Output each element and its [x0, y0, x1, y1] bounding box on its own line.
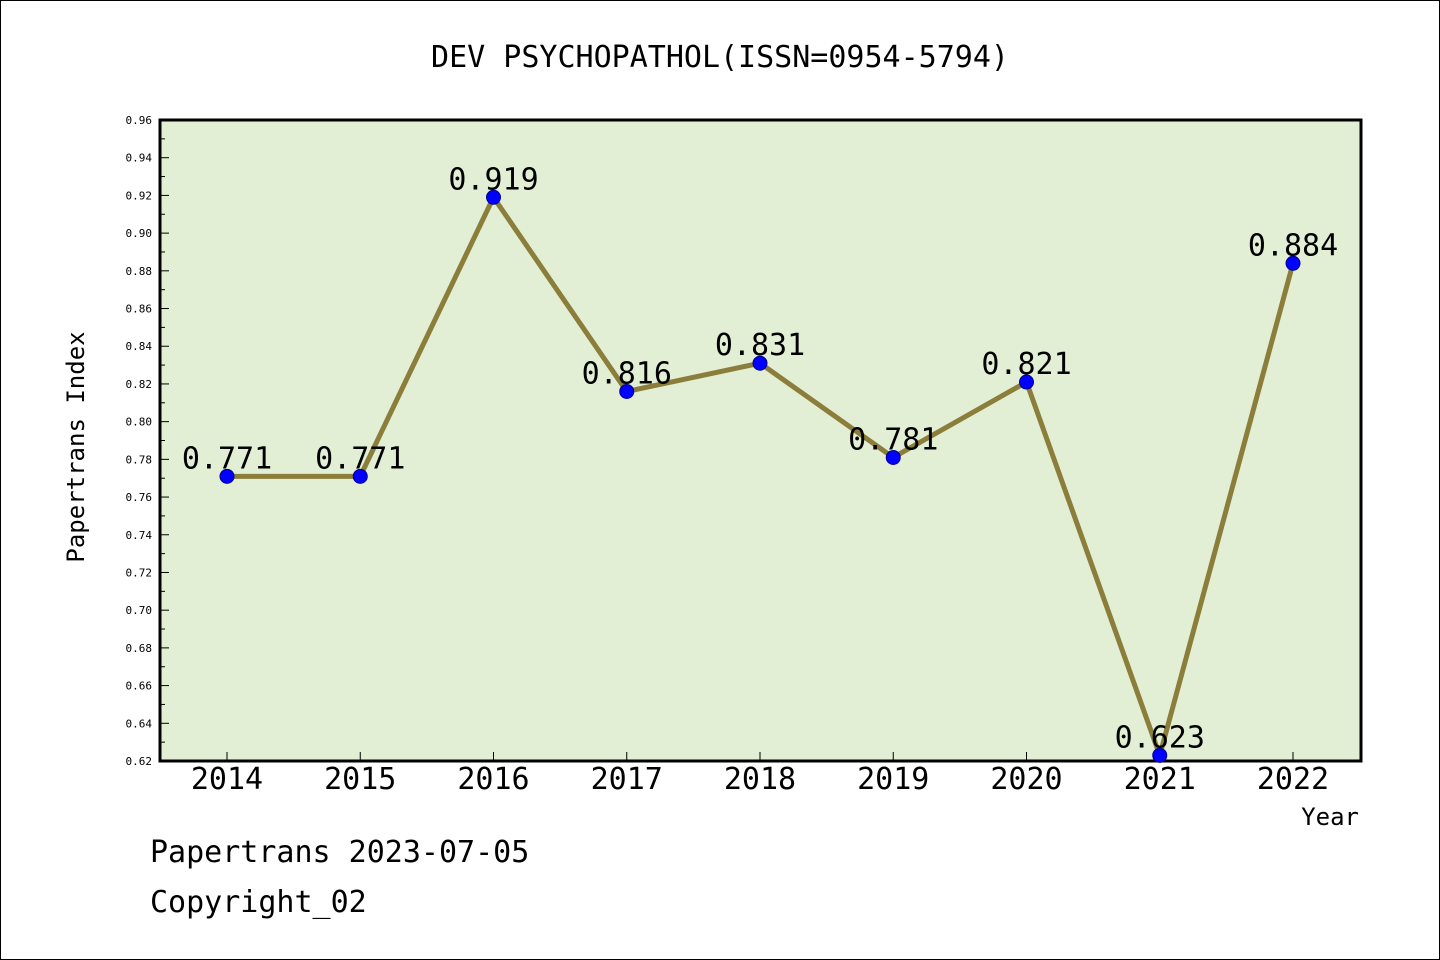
data-point — [885, 449, 901, 465]
footer-copyright: Copyright_02 — [150, 885, 367, 920]
data-point — [619, 383, 635, 399]
y-axis: 0.62 0.64 0.66 0.68 0.70 0.72 0.74 0.76 0.78 0.80… — [126, 114, 169, 768]
x-tick-label: 2020 — [990, 762, 1062, 797]
data-point — [219, 468, 235, 484]
footer-date: Papertrans 2023-07-05 — [150, 835, 530, 870]
y-tick-label: 0.92 — [126, 189, 153, 202]
y-tick-label: 0.62 — [126, 755, 153, 768]
x-tick-label: 2017 — [591, 762, 663, 797]
x-tick-label: 2018 — [724, 762, 796, 797]
data-point — [352, 468, 368, 484]
x-tick-label: 2019 — [857, 762, 929, 797]
data-point — [1152, 747, 1168, 763]
x-tick-label: 2021 — [1124, 762, 1196, 797]
data-point — [1019, 374, 1034, 390]
y-axis-label: Papertrans Index — [62, 331, 90, 562]
data-labels: 0.771 0.771 0.919 0.816 0.831 0.781 0.821 0.623… — [182, 162, 1338, 755]
data-label: 0.884 — [1248, 228, 1338, 263]
y-tick-label: 0.64 — [126, 717, 153, 730]
x-axis: 2014 2015 2016 2017 2018 2019 2020 2021 2022 — [191, 752, 1329, 797]
data-label: 0.623 — [1115, 720, 1205, 755]
y-tick-label: 0.68 — [126, 642, 153, 655]
chart-title: DEV PSYCHOPATHOL(ISSN=0954-5794) — [431, 40, 1009, 75]
data-label: 0.919 — [448, 162, 538, 197]
y-tick-label: 0.96 — [126, 114, 153, 127]
y-tick-label: 0.86 — [126, 303, 153, 316]
y-tick-label: 0.94 — [126, 152, 153, 165]
y-tick-label: 0.74 — [126, 529, 153, 542]
x-tick-label: 2015 — [324, 762, 396, 797]
x-tick-label: 2014 — [191, 762, 263, 797]
y-tick-label: 0.70 — [126, 604, 153, 617]
y-tick-label: 0.88 — [126, 265, 153, 278]
y-tick-label: 0.76 — [126, 491, 153, 504]
x-tick-label: 2016 — [457, 762, 529, 797]
y-tick-label: 0.66 — [126, 680, 153, 693]
x-tick-label: 2022 — [1257, 762, 1329, 797]
data-label: 0.771 — [182, 441, 272, 476]
data-label: 0.771 — [315, 441, 405, 476]
plot-area — [158, 118, 1363, 763]
y-tick-label: 0.80 — [126, 416, 153, 429]
data-label: 0.816 — [582, 356, 672, 391]
y-tick-label: 0.84 — [126, 340, 153, 353]
y-tick-label: 0.78 — [126, 453, 153, 466]
data-label: 0.781 — [848, 422, 938, 457]
x-axis-label: Year — [1301, 803, 1359, 831]
data-point — [752, 355, 768, 371]
y-tick-label: 0.90 — [126, 227, 153, 240]
data-label: 0.821 — [981, 347, 1071, 382]
y-tick-label: 0.82 — [126, 378, 153, 391]
data-point — [1285, 255, 1301, 271]
data-label: 0.831 — [715, 328, 805, 363]
data-point — [486, 189, 501, 205]
y-tick-label: 0.72 — [126, 566, 153, 579]
data-points — [219, 189, 1301, 763]
